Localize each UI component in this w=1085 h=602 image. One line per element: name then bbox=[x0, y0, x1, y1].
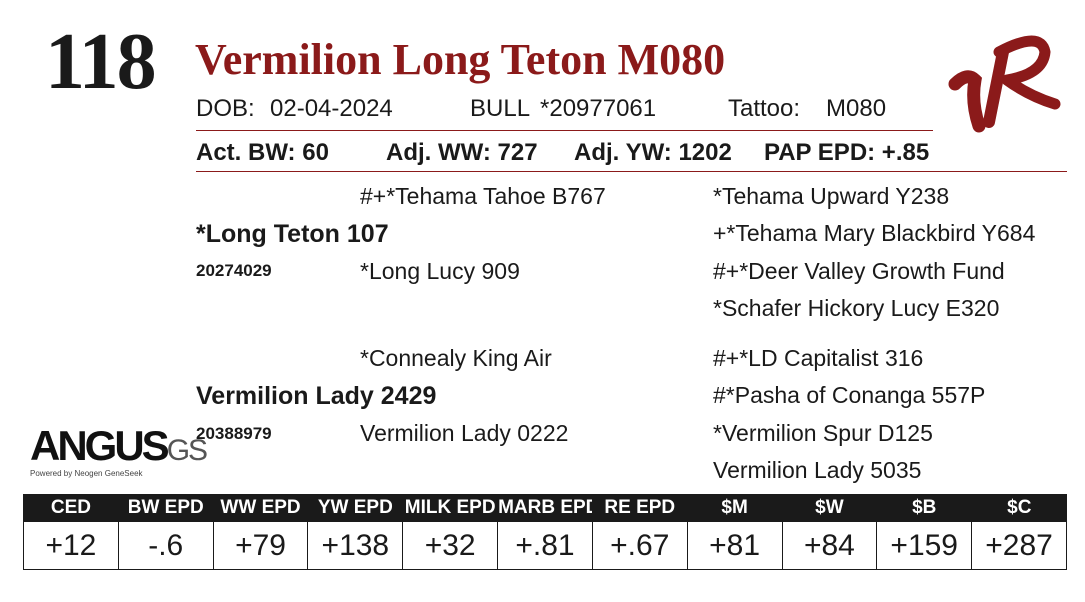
sire-registration: 20274029 bbox=[196, 261, 272, 280]
dam-name: Vermilion Lady 2429 bbox=[196, 382, 437, 410]
epd-value: +79 bbox=[212, 521, 309, 570]
epd-value: +12 bbox=[23, 521, 119, 570]
epd-value: +159 bbox=[876, 521, 973, 570]
divider-bottom bbox=[196, 171, 1067, 172]
sire-dam-dam: *Schafer Hickory Lucy E320 bbox=[713, 295, 1000, 321]
adjusted-yearling-weight: Adj. YW: 1202 bbox=[574, 139, 732, 166]
sire-sire-dam: +*Tehama Mary Blackbird Y684 bbox=[713, 220, 1036, 246]
tattoo-value: M080 bbox=[826, 95, 887, 122]
epd-header: RE EPD bbox=[591, 494, 688, 522]
epd-header: MILK EPD bbox=[402, 494, 498, 522]
angus-gs-logo: ANGUSGS Powered by Neogen GeneSeek bbox=[30, 422, 208, 479]
sire-dam: *Long Lucy 909 bbox=[360, 258, 520, 284]
epd-header-row: CED BW EPD WW EPD YW EPD MILK EPD MARB E… bbox=[23, 494, 1067, 522]
dam-sire-dam: #*Pasha of Conanga 557P bbox=[713, 382, 986, 408]
lot-number: 118 bbox=[45, 18, 157, 106]
epd-value: +81 bbox=[686, 521, 783, 570]
dam-registration: 20388979 bbox=[196, 424, 272, 443]
sire-dam-sire: #+*Deer Valley Growth Fund bbox=[713, 258, 1005, 284]
dob-label: DOB: bbox=[196, 95, 255, 122]
dam-dam-sire: *Vermilion Spur D125 bbox=[713, 420, 933, 446]
epd-header: WW EPD bbox=[212, 494, 308, 522]
animal-name: Vermilion Long Teton M080 bbox=[195, 35, 726, 84]
dob-value: 02-04-2024 bbox=[270, 95, 393, 122]
dam-dam-dam: Vermilion Lady 5035 bbox=[713, 457, 922, 483]
epd-header: CED bbox=[23, 494, 119, 522]
epd-header: $M bbox=[686, 494, 782, 522]
registration-number: *20977061 bbox=[540, 95, 657, 122]
sex-value: BULL bbox=[470, 95, 531, 122]
epd-header: BW EPD bbox=[117, 494, 214, 522]
dam-dam: Vermilion Lady 0222 bbox=[360, 420, 569, 446]
actual-birth-weight: Act. BW: 60 bbox=[196, 139, 329, 166]
dam-sire: *Connealy King Air bbox=[360, 345, 552, 371]
epd-header: YW EPD bbox=[307, 494, 403, 522]
tattoo-label: Tattoo: bbox=[728, 95, 801, 122]
epd-header: $C bbox=[971, 494, 1067, 522]
dam-sire-sire: #+*LD Capitalist 316 bbox=[713, 345, 924, 371]
epd-header: MARB EPD bbox=[497, 494, 593, 522]
epd-value: +138 bbox=[307, 521, 404, 570]
epd-header: $W bbox=[781, 494, 877, 522]
epd-value: -.6 bbox=[117, 521, 214, 570]
epd-header: $B bbox=[876, 494, 972, 522]
sire-sire-sire: *Tehama Upward Y238 bbox=[713, 183, 950, 209]
divider-top bbox=[196, 130, 933, 131]
epd-value: +.81 bbox=[497, 521, 593, 570]
angus-logo-word: ANGUS bbox=[30, 422, 170, 469]
epd-value: +84 bbox=[781, 521, 878, 570]
epd-value: +32 bbox=[402, 521, 499, 570]
epd-table: CED BW EPD WW EPD YW EPD MILK EPD MARB E… bbox=[23, 494, 1067, 570]
sire-sire: #+*Tehama Tahoe B767 bbox=[360, 183, 606, 209]
epd-value-row: +12 -.6 +79 +138 +32 +.81 +.67 +81 +84 +… bbox=[23, 521, 1067, 570]
epd-value: +287 bbox=[971, 521, 1067, 570]
angus-logo-tagline: Powered by Neogen GeneSeek bbox=[30, 469, 143, 478]
epd-value: +.67 bbox=[591, 521, 688, 570]
pap-epd: PAP EPD: +.85 bbox=[764, 139, 930, 166]
adjusted-weaning-weight: Adj. WW: 727 bbox=[386, 139, 538, 166]
vr-brand-logo: VR bbox=[948, 35, 1061, 133]
angus-logo-suffix: GS bbox=[166, 434, 208, 467]
sire-name: *Long Teton 107 bbox=[196, 220, 389, 248]
